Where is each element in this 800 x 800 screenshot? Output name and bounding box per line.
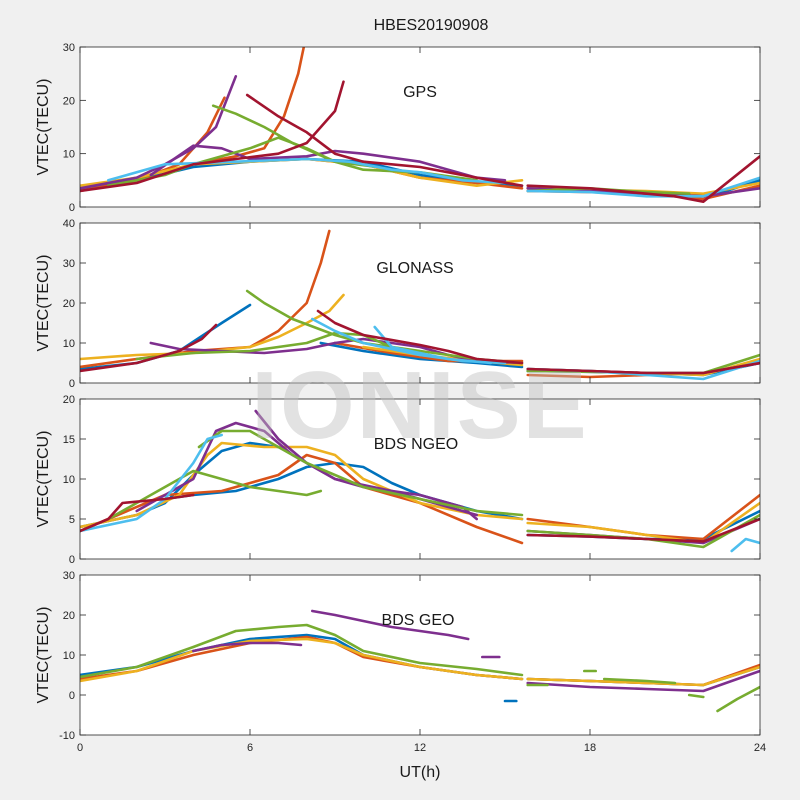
y-tick-label: 5	[69, 514, 75, 526]
series-line	[526, 501, 760, 545]
panel-label: BDS NGEO	[374, 436, 458, 453]
y-tick-label: 0	[69, 378, 75, 390]
series-line	[526, 155, 760, 203]
plot-area	[80, 47, 760, 207]
y-tick-label: 30	[63, 570, 75, 582]
y-tick-label: -10	[59, 730, 75, 742]
series-line	[80, 493, 195, 533]
panel-gps: 0 10 20 30 VTEC(TECU) GPS	[35, 42, 761, 214]
series-line	[687, 693, 705, 699]
series-line	[730, 537, 760, 553]
y-axis-label: VTEC(TECU)	[35, 255, 52, 352]
series-line	[80, 293, 345, 361]
x-tick-label: 6	[247, 742, 253, 754]
y-tick-label: 10	[63, 650, 75, 662]
y-tick-label: 40	[63, 218, 75, 230]
panel-label: GPS	[403, 84, 437, 101]
panel-glonass: 0 10 20 30 40 VTEC(TECU) GLONASS	[35, 218, 761, 390]
x-tick-label: 24	[754, 742, 766, 754]
series-line	[526, 361, 760, 375]
series-line	[149, 144, 507, 182]
panel-label: BDS GEO	[382, 612, 455, 629]
y-axis-label: VTEC(TECU)	[35, 607, 52, 704]
series-line	[192, 641, 303, 653]
y-axis-label: VTEC(TECU)	[35, 79, 52, 176]
series-group	[80, 47, 760, 203]
series-line	[254, 409, 478, 521]
x-tick-label: 0	[77, 742, 83, 754]
series-line	[197, 429, 524, 517]
series-line	[602, 677, 677, 685]
series-line	[80, 453, 524, 545]
y-tick-label: 0	[69, 690, 75, 702]
y-tick-label: 10	[63, 338, 75, 350]
y-tick-label: 20	[63, 394, 75, 406]
series-line	[80, 323, 218, 373]
series-group	[80, 229, 760, 381]
chart-title: HBES20190908	[374, 17, 489, 34]
series-line	[526, 669, 760, 693]
series-line	[311, 609, 470, 641]
y-tick-label: 10	[63, 474, 75, 486]
series-line	[526, 517, 760, 543]
y-tick-label: 0	[69, 554, 75, 566]
series-line	[80, 80, 345, 193]
series-line	[319, 341, 524, 369]
y-tick-label: 20	[63, 298, 75, 310]
panels: 0 10 20 30 VTEC(TECU) GPS 0 10 20 30 40 VTEC(TECU) G…	[35, 42, 766, 754]
panel-label: GLONASS	[376, 260, 453, 277]
series-line	[80, 623, 524, 679]
series-group	[80, 409, 760, 553]
x-tick-label: 18	[584, 742, 596, 754]
y-axis-label: VTEC(TECU)	[35, 431, 52, 528]
x-axis-label: UT(h)	[400, 764, 441, 781]
watermark: IONISE	[251, 352, 588, 459]
series-line	[211, 104, 379, 169]
series-line	[80, 433, 223, 533]
series-line	[245, 93, 524, 187]
x-tick-label: 12	[414, 742, 426, 754]
series-line	[316, 309, 524, 365]
y-tick-label: 20	[63, 95, 75, 107]
y-tick-label: 10	[63, 149, 75, 161]
y-tick-label: 15	[63, 434, 75, 446]
series-line	[373, 325, 493, 365]
series-line	[526, 176, 760, 198]
y-tick-label: 30	[63, 42, 75, 54]
series-line	[80, 637, 524, 683]
series-line	[107, 157, 507, 185]
y-tick-label: 30	[63, 258, 75, 270]
panel-bds-ngeo: 0 5 10 15 20 VTEC(TECU) BDS NGEO	[35, 394, 761, 566]
y-tick-label: 20	[63, 610, 75, 622]
series-line	[716, 685, 760, 713]
series-line	[107, 469, 323, 521]
y-tick-label: 0	[69, 202, 75, 214]
series-line	[526, 665, 760, 687]
series-group	[80, 609, 760, 713]
